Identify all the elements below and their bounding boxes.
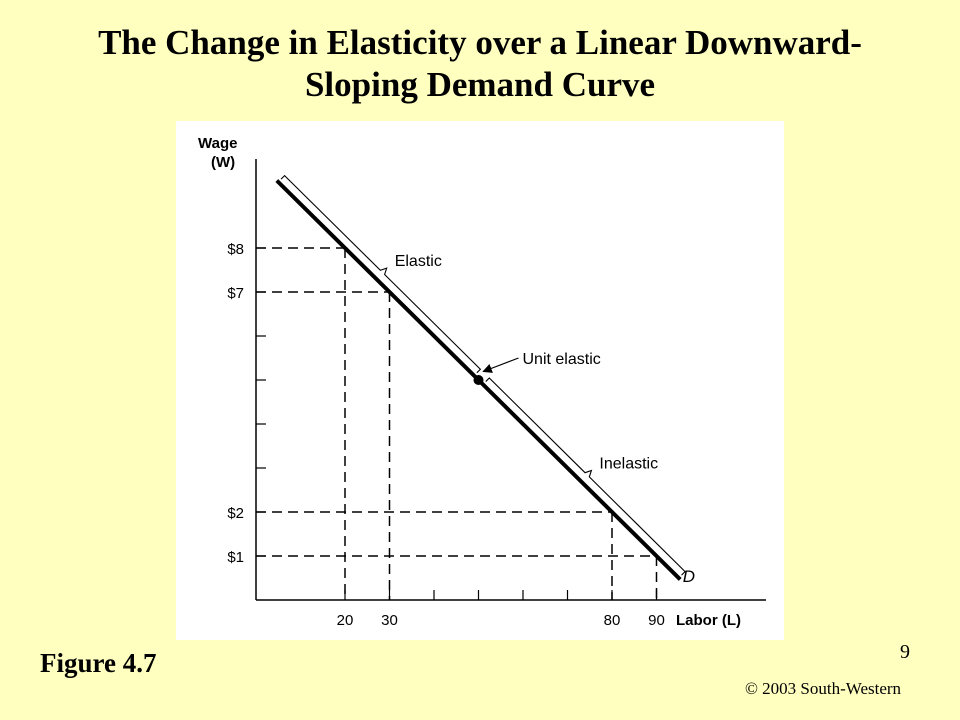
slide-title: The Change in Elasticity over a Linear D… xyxy=(0,22,960,106)
unit-elastic-label: Unit elastic xyxy=(523,351,601,368)
title-line-1: The Change in Elasticity over a Linear D… xyxy=(98,23,862,62)
y-tick-label: $2 xyxy=(227,505,244,522)
elastic-label: Elastic xyxy=(395,253,442,270)
x-tick-label: 80 xyxy=(604,612,621,629)
y-tick-label: $1 xyxy=(227,549,244,566)
x-tick-label: 90 xyxy=(648,612,665,629)
y-axis-title: Wage xyxy=(198,135,237,152)
inelastic-brace xyxy=(485,377,686,576)
demand-chart: $8 $7 $2 $1 20 30 80 90 Elastic Inelastic Unit ela… xyxy=(198,135,766,629)
y-tick-label: $7 xyxy=(227,285,244,302)
unit-elastic-point xyxy=(473,375,484,385)
figure-label: Figure 4.7 xyxy=(40,648,157,678)
title-line-2: Sloping Demand Curve xyxy=(304,65,656,104)
x-axis-title: Labor (L) xyxy=(676,612,741,629)
elastic-brace xyxy=(280,174,482,374)
copyright-notice: © 2003 South-Western xyxy=(745,679,902,698)
x-tick-label: 20 xyxy=(337,612,354,629)
chart-panel: $8 $7 $2 $1 20 30 80 90 Elastic Inelastic Unit ela… xyxy=(176,121,784,640)
inelastic-label: Inelastic xyxy=(599,456,658,473)
curve-label-d: D xyxy=(683,567,695,586)
y-tick-label: $8 xyxy=(227,241,244,258)
page-number: 9 xyxy=(900,641,910,663)
x-tick-label: 30 xyxy=(381,612,398,629)
unit-elastic-arrow xyxy=(482,357,519,373)
y-axis-title-unit: (W) xyxy=(211,154,235,171)
